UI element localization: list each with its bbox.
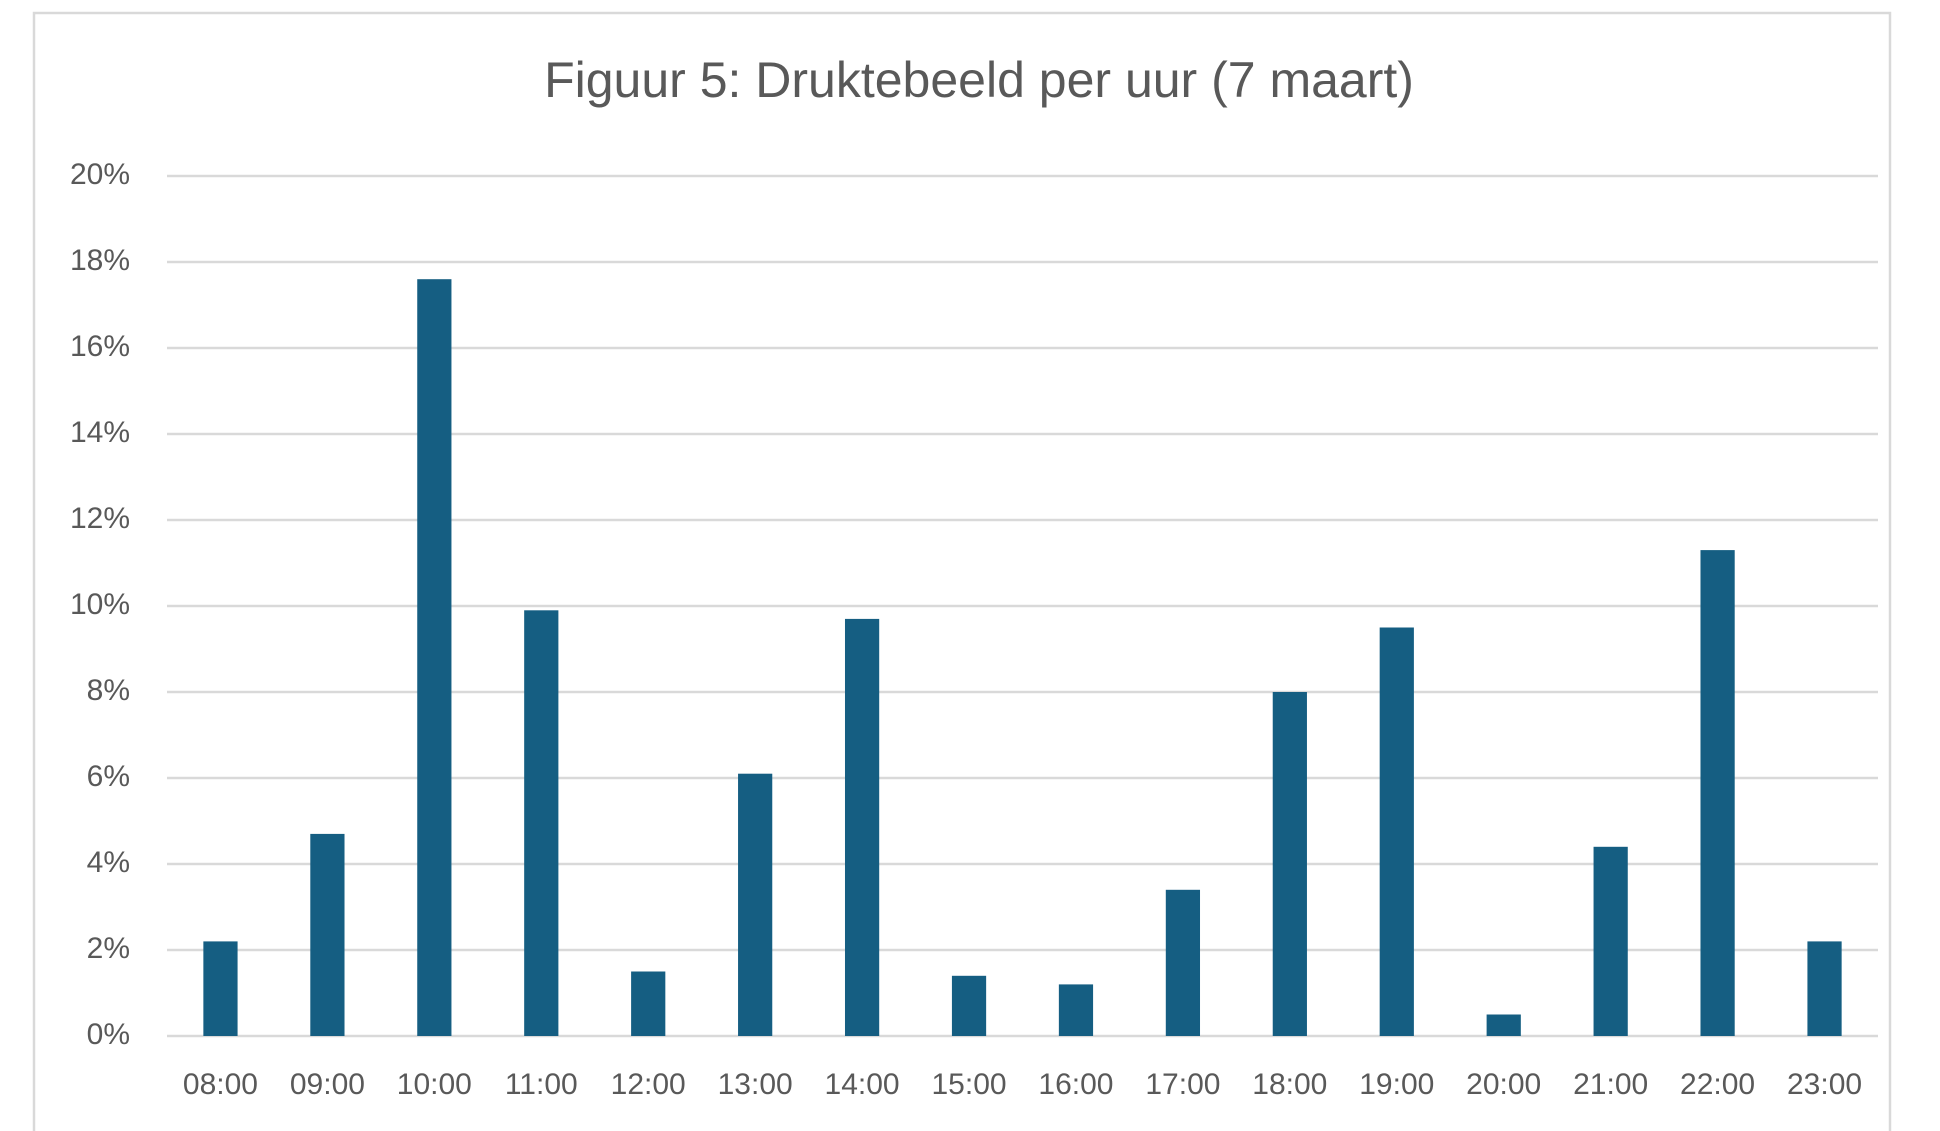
x-tick-label: 12:00 xyxy=(611,1068,686,1101)
bar xyxy=(1807,941,1842,1036)
bar xyxy=(310,833,345,1036)
y-tick-label: 14% xyxy=(70,416,130,449)
bar xyxy=(1165,889,1201,1036)
y-tick-label: 16% xyxy=(70,330,130,363)
bar xyxy=(631,971,666,1036)
bar xyxy=(844,618,880,1036)
x-tick-label: 13:00 xyxy=(718,1068,793,1101)
y-tick-label: 18% xyxy=(70,244,130,277)
x-tick-label: 15:00 xyxy=(931,1068,1006,1101)
bar xyxy=(203,941,238,1036)
x-tick-label: 10:00 xyxy=(397,1068,472,1101)
y-tick-label: 4% xyxy=(87,846,130,879)
bar xyxy=(1700,550,1735,1036)
bar xyxy=(1058,984,1094,1036)
chart-title: Figuur 5: Druktebeeld per uur (7 maart) xyxy=(544,52,1414,108)
bar xyxy=(524,610,559,1036)
bar xyxy=(1486,1014,1521,1036)
bar xyxy=(1593,846,1628,1036)
x-tick-label: 16:00 xyxy=(1038,1068,1113,1101)
x-tick-label: 19:00 xyxy=(1359,1068,1434,1101)
x-tick-label: 18:00 xyxy=(1252,1068,1327,1101)
x-tick-label: 08:00 xyxy=(183,1068,258,1101)
x-tick-label: 11:00 xyxy=(505,1068,578,1101)
y-tick-label: 20% xyxy=(70,158,130,191)
x-tick-label: 09:00 xyxy=(290,1068,365,1101)
y-tick-label: 2% xyxy=(87,932,130,965)
bar xyxy=(1272,692,1307,1036)
y-tick-label: 6% xyxy=(87,760,130,793)
y-tick-label: 0% xyxy=(87,1018,130,1051)
bar xyxy=(1379,627,1414,1036)
x-tick-label: 17:00 xyxy=(1145,1068,1220,1101)
bar xyxy=(417,279,452,1036)
bar xyxy=(951,975,987,1036)
y-tick-label: 8% xyxy=(87,674,130,707)
bar xyxy=(738,773,773,1036)
x-tick-label: 14:00 xyxy=(825,1068,900,1101)
x-tick-label: 22:00 xyxy=(1680,1068,1755,1101)
x-tick-label: 20:00 xyxy=(1466,1068,1541,1101)
y-tick-label: 10% xyxy=(70,588,130,621)
y-tick-label: 12% xyxy=(70,502,130,535)
x-tick-label: 21:00 xyxy=(1573,1068,1648,1101)
x-tick-label: 23:00 xyxy=(1787,1068,1862,1101)
